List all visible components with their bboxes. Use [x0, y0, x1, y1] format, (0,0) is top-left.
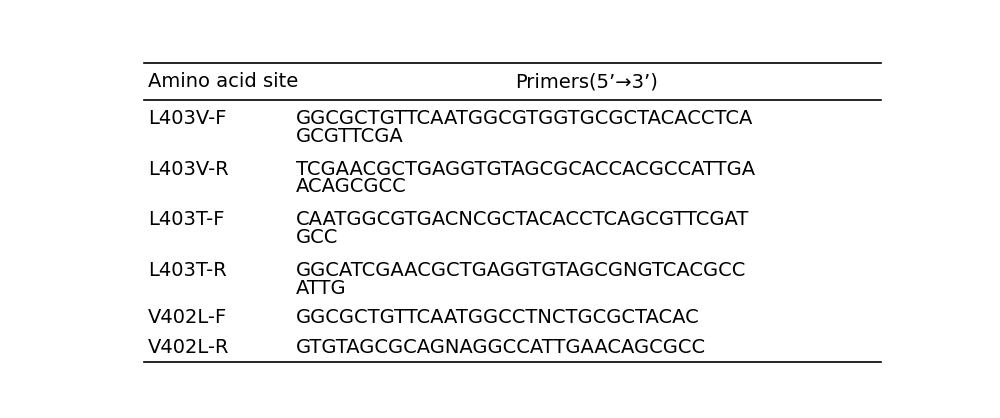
Text: ACAGCGCC: ACAGCGCC [296, 177, 406, 196]
Text: GCGTTCGA: GCGTTCGA [296, 127, 403, 146]
Text: L403V-R: L403V-R [148, 160, 229, 179]
Text: GGCGCTGTTCAATGGCGTGGTGCGCTACACCTCA: GGCGCTGTTCAATGGCGTGGTGCGCTACACCTCA [296, 109, 753, 128]
Text: L403T-F: L403T-F [148, 210, 225, 229]
Text: GTGTAGCGCAGNAGGCCATTGAACAGCGCC: GTGTAGCGCAGNAGGCCATTGAACAGCGCC [296, 338, 706, 357]
Text: TCGAACGCTGAGGTGTAGCGCACCACGCCATTGA: TCGAACGCTGAGGTGTAGCGCACCACGCCATTGA [296, 160, 755, 179]
Text: L403T-R: L403T-R [148, 261, 227, 280]
Text: Amino acid site: Amino acid site [148, 72, 298, 91]
Text: GGCGCTGTTCAATGGCCTNCTGCGCTACAC: GGCGCTGTTCAATGGCCTNCTGCGCTACAC [296, 308, 699, 327]
Text: CAATGGCGTGACNCGCTACACCTCAGCGTTCGAT: CAATGGCGTGACNCGCTACACCTCAGCGTTCGAT [296, 210, 749, 229]
Text: V402L-F: V402L-F [148, 308, 228, 327]
Text: GCC: GCC [296, 228, 338, 247]
Text: ATTG: ATTG [296, 278, 346, 298]
Text: GGCATCGAACGCTGAGGTGTAGCGNGTCACGCC: GGCATCGAACGCTGAGGTGTAGCGNGTCACGCC [296, 261, 746, 280]
Text: V402L-R: V402L-R [148, 338, 230, 357]
Text: Primers(5’→3’): Primers(5’→3’) [515, 72, 658, 91]
Text: L403V-F: L403V-F [148, 109, 227, 128]
